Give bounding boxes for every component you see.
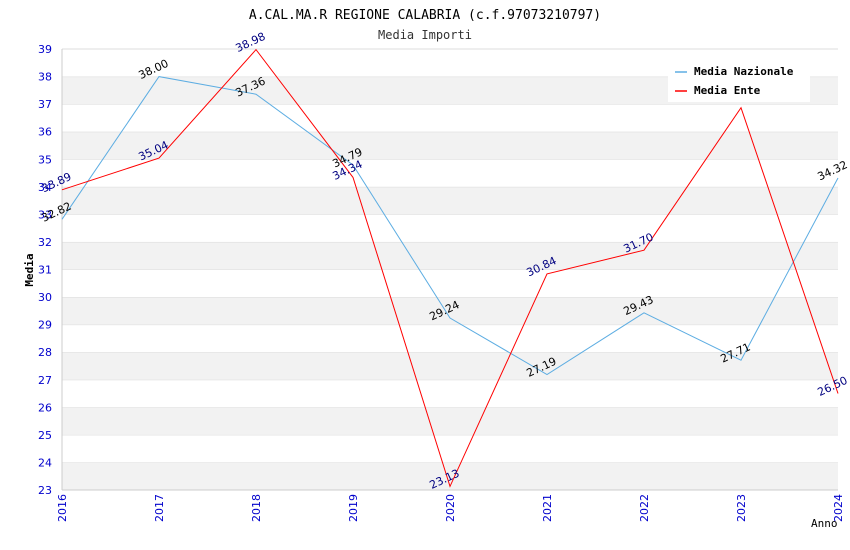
y-tick-label: 38 — [38, 71, 52, 84]
y-tick-label: 25 — [38, 429, 52, 442]
grid-band — [62, 379, 838, 408]
series-lines — [61, 48, 839, 488]
y-tick-label: 26 — [38, 401, 52, 414]
legend-label-media-nazionale: Media Nazionale — [694, 65, 794, 78]
x-axis-label: Anno — [811, 517, 838, 530]
x-tick-label: 2024 — [832, 494, 845, 522]
grid-band — [62, 297, 838, 325]
y-tick-label: 39 — [38, 43, 52, 56]
x-tick-label: 2021 — [541, 494, 554, 522]
y-tick-label: 28 — [38, 346, 52, 359]
grid-band — [62, 186, 838, 215]
x-tick-label: 2017 — [153, 494, 166, 522]
series-line-media-ente — [61, 48, 839, 488]
y-tick-label: 36 — [38, 126, 52, 139]
legend: Media Nazionale Media Ente — [668, 60, 810, 102]
legend-label-media-ente: Media Ente — [694, 84, 761, 97]
x-tick-labels: 2016 2017 2018 2019 2020 2021 2022 2023 2024 — [56, 494, 845, 522]
y-tick-label: 27 — [38, 374, 52, 387]
grid-band — [62, 407, 838, 435]
chart-title: A.CAL.MA.R REGIONE CALABRIA (c.f.9707321… — [249, 8, 601, 23]
axes — [61, 49, 838, 491]
grid-band — [62, 324, 838, 353]
grid-band — [62, 434, 838, 463]
x-tick-label: 2022 — [638, 494, 651, 522]
x-tick-label: 2020 — [444, 494, 457, 522]
series-line-media-nazionale — [61, 76, 839, 376]
grid-band — [62, 269, 838, 298]
y-tick-label: 24 — [38, 456, 52, 469]
grid-band — [62, 214, 838, 242]
y-tick-label: 29 — [38, 319, 52, 332]
grid-band — [62, 352, 838, 380]
y-tick-label: 31 — [38, 264, 52, 277]
chart-subtitle: Media Importi — [378, 28, 472, 42]
y-tick-label: 35 — [38, 153, 52, 166]
grid-bands — [62, 48, 838, 490]
x-tick-label: 2018 — [250, 494, 263, 522]
grid-band — [62, 159, 838, 187]
legend-box — [668, 60, 810, 102]
y-tick-label: 30 — [38, 291, 52, 304]
x-tick-label: 2019 — [347, 494, 360, 522]
x-tick-label: 2023 — [735, 494, 748, 522]
y-tick-labels: 23 24 25 26 27 28 29 30 31 32 33 34 35 36 37 38 39 — [38, 43, 52, 497]
y-tick-label: 33 — [38, 208, 52, 221]
grid-band — [62, 241, 838, 270]
grid-band — [62, 104, 838, 132]
y-axis-label: Media — [23, 253, 36, 286]
x-tick-label: 2016 — [56, 494, 69, 522]
y-tick-label: 32 — [38, 236, 52, 249]
y-tick-label: 34 — [38, 181, 52, 194]
y-tick-label: 37 — [38, 98, 52, 111]
y-tick-label: 23 — [38, 484, 52, 497]
